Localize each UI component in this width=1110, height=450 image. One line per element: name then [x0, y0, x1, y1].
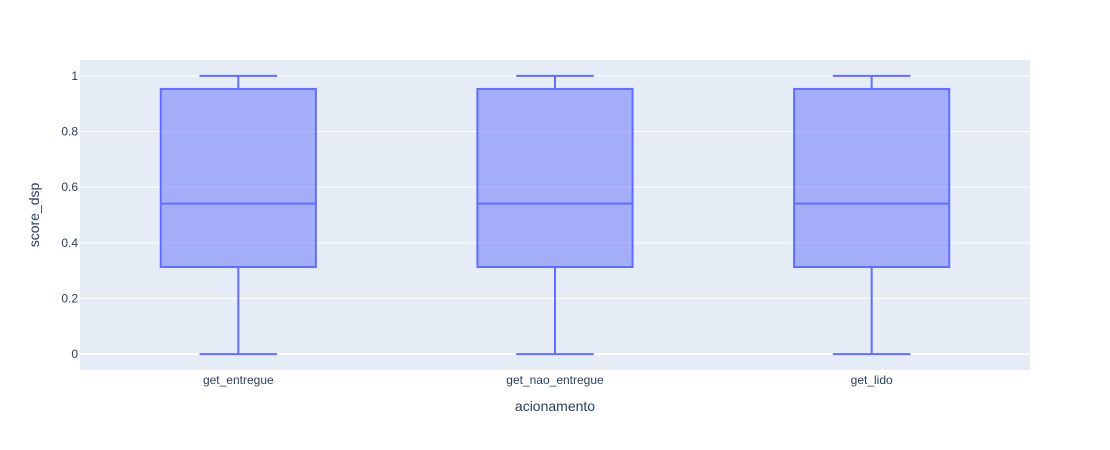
y-tick-label: 0.4: [61, 236, 78, 250]
x-tick-label: get_lido: [851, 373, 893, 387]
iqr-box: [476, 87, 634, 269]
y-tick-label: 0.6: [61, 180, 78, 194]
x-axis-title: acionamento: [515, 398, 595, 414]
iqr-box: [793, 87, 951, 269]
iqr-box: [159, 87, 317, 269]
x-tick-labels: get_entregue get_nao_entregue get_lido: [203, 373, 893, 387]
y-tick-label: 0.2: [61, 291, 78, 305]
y-tick-label: 0: [71, 347, 78, 361]
box-get_nao_entregue: [476, 74, 634, 356]
y-tick-label: 0.8: [61, 125, 78, 139]
x-tick-label: get_nao_entregue: [506, 373, 604, 387]
y-axis-title: score_dsp: [26, 182, 42, 247]
box-get_entregue: [159, 74, 317, 356]
box-get_lido: [793, 74, 951, 356]
y-tick-labels: 0 0.2 0.4 0.6 0.8 1: [61, 69, 78, 361]
boxes-layer: [159, 74, 951, 356]
x-tick-label: get_entregue: [203, 373, 274, 387]
y-tick-label: 1: [71, 69, 78, 83]
